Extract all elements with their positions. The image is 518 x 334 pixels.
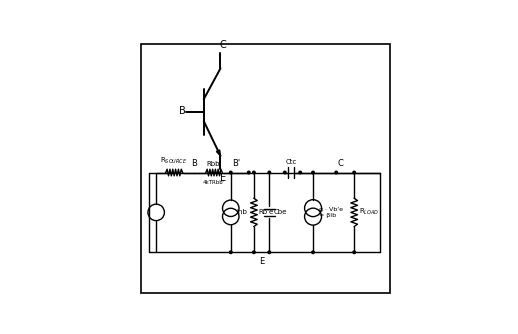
- Text: C: C: [219, 40, 226, 50]
- Circle shape: [268, 171, 270, 174]
- Text: E: E: [220, 173, 226, 182]
- Text: C: C: [338, 159, 343, 168]
- Text: R$_{SOURCE}$: R$_{SOURCE}$: [161, 156, 188, 166]
- Text: Rbb': Rbb': [206, 161, 222, 167]
- Circle shape: [312, 171, 314, 174]
- Text: R$_{LOAD}$: R$_{LOAD}$: [359, 207, 379, 217]
- Circle shape: [253, 251, 255, 254]
- Text: Ctc: Ctc: [285, 159, 297, 165]
- Circle shape: [253, 171, 255, 174]
- Text: Inb: Inb: [236, 209, 247, 215]
- Circle shape: [335, 171, 338, 174]
- Polygon shape: [217, 150, 221, 156]
- Circle shape: [353, 251, 355, 254]
- Circle shape: [229, 171, 232, 174]
- Circle shape: [283, 171, 286, 174]
- Text: 4kTRbb': 4kTRbb': [203, 180, 225, 185]
- Text: E: E: [259, 258, 264, 267]
- Text: B: B: [192, 159, 197, 168]
- Text: Rb'e: Rb'e: [258, 209, 274, 215]
- Text: Cbe: Cbe: [274, 209, 287, 215]
- Text: g · Vb'e: g · Vb'e: [319, 206, 343, 211]
- Circle shape: [248, 171, 250, 174]
- Circle shape: [299, 171, 301, 174]
- Text: B: B: [179, 106, 185, 116]
- Circle shape: [353, 171, 355, 174]
- Circle shape: [229, 251, 232, 254]
- Text: B': B': [232, 159, 240, 168]
- Circle shape: [312, 251, 314, 254]
- Circle shape: [268, 251, 270, 254]
- Text: = βIb: = βIb: [319, 213, 336, 218]
